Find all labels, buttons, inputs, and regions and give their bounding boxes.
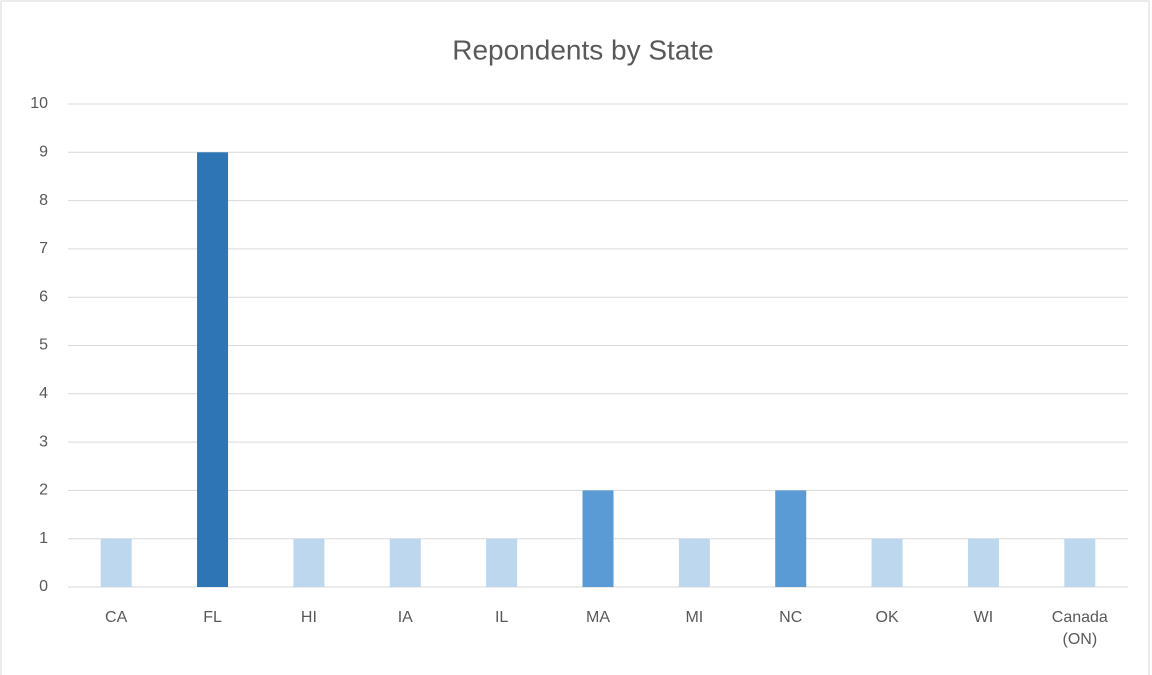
x-tick-label: NC xyxy=(779,609,803,626)
y-tick-label: 1 xyxy=(39,530,48,547)
x-tick-label: IA xyxy=(397,609,413,626)
bar xyxy=(197,152,229,588)
bar xyxy=(967,538,999,587)
x-tick-label: WI xyxy=(973,609,994,626)
y-tick-label: 3 xyxy=(39,433,48,450)
y-tick-label: 4 xyxy=(39,385,48,402)
x-tick-label: OK xyxy=(875,609,899,626)
bar xyxy=(775,490,807,587)
bar xyxy=(486,538,518,587)
y-tick-label: 10 xyxy=(30,95,48,112)
y-tick-label: 6 xyxy=(39,288,48,305)
x-tick-label: MA xyxy=(586,609,610,626)
x-tick-label: FL xyxy=(203,609,222,626)
x-tick-label: IL xyxy=(494,609,509,626)
y-tick-label: 5 xyxy=(39,337,48,354)
bar xyxy=(678,538,710,587)
bar xyxy=(582,490,614,587)
y-tick-label: 8 xyxy=(39,192,48,209)
x-tick-label: Canada (ON) xyxy=(1051,609,1108,648)
bar xyxy=(1064,538,1096,587)
bar xyxy=(100,538,132,587)
chart-title: Repondents by State xyxy=(452,34,714,65)
x-tick-label: HI xyxy=(300,609,317,626)
y-tick-label: 2 xyxy=(39,482,48,499)
x-tick-label: CA xyxy=(105,609,128,626)
y-tick-label: 7 xyxy=(39,240,48,257)
x-tick-label: MI xyxy=(685,609,704,626)
y-tick-label: 0 xyxy=(39,578,48,595)
bar xyxy=(293,538,325,587)
y-tick-label: 9 xyxy=(39,144,48,161)
bar xyxy=(871,538,903,587)
bar xyxy=(389,538,421,587)
